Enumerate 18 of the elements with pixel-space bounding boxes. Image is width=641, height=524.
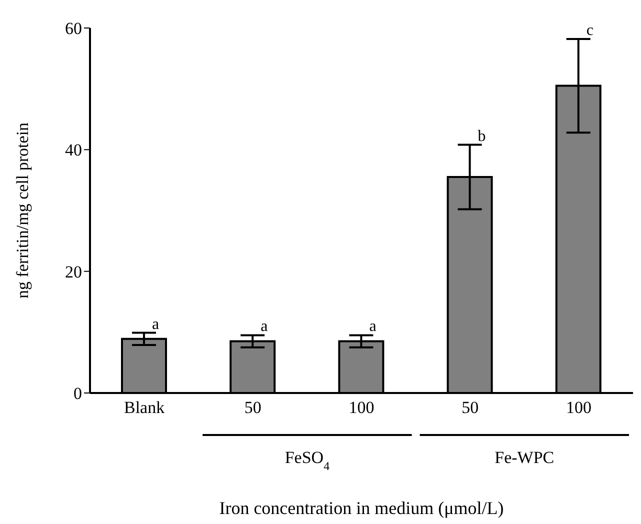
x-axis-title: Iron concentration in medium (μmol/L): [219, 498, 504, 518]
data-label: a: [369, 318, 376, 336]
text: Fe-WPC: [494, 448, 554, 467]
data-label: a: [260, 318, 268, 336]
y-tick-label: 0: [74, 384, 82, 404]
y-axis-title: ng ferritin/mg cell protein: [13, 122, 32, 299]
data-label: b: [478, 128, 486, 145]
x-tick-label: 100: [566, 398, 592, 418]
data-label: a: [152, 316, 160, 333]
x-tick-label: 50: [244, 398, 262, 418]
y-tick-label: 40: [65, 140, 82, 160]
x-tick-label: 50: [462, 398, 479, 418]
y-tick-label: 60: [65, 19, 82, 38]
x-tick-label: Blank: [124, 398, 166, 418]
data-label: c: [586, 22, 594, 39]
y-tick-label: 20: [65, 262, 82, 282]
text: FeSO$_{4}$: [284, 448, 330, 473]
x-tick-label: 100: [348, 398, 374, 418]
